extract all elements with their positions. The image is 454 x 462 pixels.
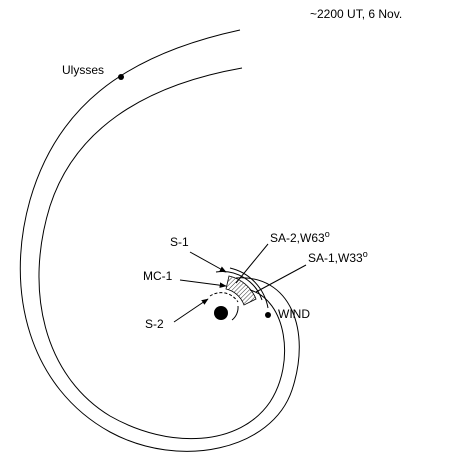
wind-dot: [265, 312, 271, 318]
superscript: o: [363, 249, 368, 259]
label: Ulysses: [62, 63, 104, 77]
label: S-1: [170, 235, 189, 249]
label: SA-2,W63: [270, 231, 325, 245]
label: WIND: [278, 307, 310, 321]
label: SA-1,W33: [308, 251, 363, 265]
title: ~2200 UT, 6 Nov.: [310, 7, 402, 21]
inner-arc: [231, 305, 239, 321]
label: S-2: [145, 317, 164, 331]
hatched-region: [225, 275, 257, 306]
pointer: [255, 264, 307, 293]
inner-spiral: [38, 67, 286, 440]
arrow: [189, 251, 227, 273]
label: MC-1: [143, 269, 173, 283]
sun: [214, 306, 228, 320]
label: SA-2,W63o: [270, 229, 330, 245]
superscript: o: [325, 229, 330, 239]
arrow: [179, 279, 227, 288]
label: SA-1,W33o: [308, 249, 368, 265]
shock-arc: [229, 267, 269, 309]
outer-spiral: [19, 29, 300, 452]
pointer: [235, 243, 269, 284]
inner-arc: [209, 292, 239, 303]
arrow: [173, 298, 209, 323]
ulysses-dot: [118, 74, 124, 80]
